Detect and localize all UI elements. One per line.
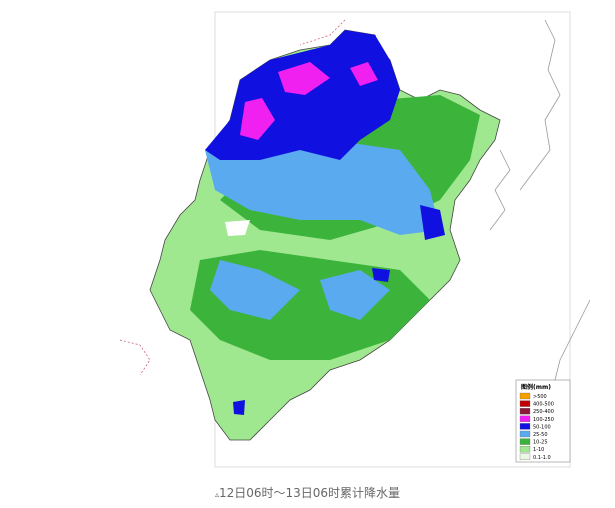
- legend-label: >500: [533, 394, 547, 400]
- legend-swatch: [519, 392, 531, 400]
- legend-swatch: [519, 453, 531, 460]
- caption: ▵12日06时～13日06时累计降水量: [0, 484, 615, 501]
- legend-label: 100-250: [533, 417, 554, 423]
- legend-swatch: [519, 400, 531, 407]
- legend-swatch: [519, 430, 531, 438]
- icon: ▵: [214, 490, 219, 499]
- legend-swatch: [519, 438, 531, 445]
- borders: [119, 19, 346, 376]
- legend-swatch: [519, 423, 531, 430]
- legend-swatch: [519, 415, 531, 422]
- legend-swatch: [519, 446, 531, 453]
- legend-label: 250-400: [533, 409, 554, 415]
- legend-title: 图例(mm): [521, 383, 551, 391]
- legend-swatch: [519, 408, 531, 415]
- legend-label: 25-50: [533, 432, 548, 438]
- legend-label: 10-25: [533, 440, 548, 446]
- legend-label: 400-500: [533, 402, 554, 408]
- legend-label: 50-100: [533, 424, 551, 430]
- caption-text: 12日06时～13日06时累计降水量: [218, 486, 401, 500]
- rain-areas: [190, 30, 480, 415]
- legend-label: 0.1-1.0: [533, 455, 551, 461]
- legend-label: 1-10: [533, 447, 544, 453]
